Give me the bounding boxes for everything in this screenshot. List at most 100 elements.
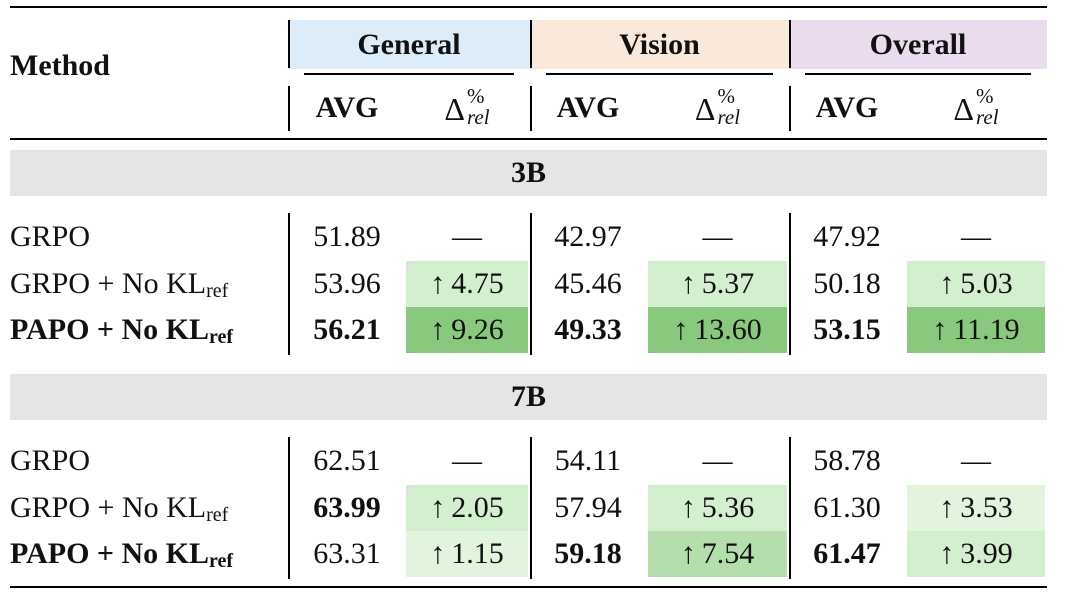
header-rule (10, 138, 1047, 140)
avg-header-general: AVG (315, 91, 379, 124)
delta-value-vision: — (648, 438, 787, 484)
delta-value-overall: ↑ 11.19 (907, 307, 1045, 353)
arrow-up-icon: ↑ (939, 267, 955, 300)
group-label-general: General (357, 27, 461, 61)
header-vrule (789, 86, 791, 131)
delta-subscript: rel (717, 105, 741, 129)
delta-glyph: Δ (953, 91, 974, 127)
avg-value-overall: 58.78 (813, 444, 881, 477)
delta-subscript: rel (976, 105, 999, 129)
avg-value-general: 56.21 (313, 313, 381, 346)
delta-superscript: % (717, 84, 736, 108)
avg-value-vision: 54.11 (554, 444, 622, 477)
header-vrule (530, 20, 532, 68)
avg-value-vision: 59.18 (554, 537, 622, 570)
delta-number: 7.54 (701, 537, 755, 570)
avg-value-overall: 61.30 (813, 491, 881, 524)
delta-value-general: ↑ 1.15 (406, 531, 528, 577)
delta-value-general: ↑ 4.75 (406, 261, 528, 307)
avg-value-vision: 57.94 (554, 491, 622, 524)
delta-value-overall: — (907, 214, 1045, 260)
method-subscript: ref (209, 325, 234, 348)
method-text: GRPO + No KL (10, 267, 207, 300)
arrow-up-icon: ↑ (939, 491, 955, 524)
method-subscript: ref (209, 549, 234, 572)
arrow-up-icon: ↑ (939, 537, 955, 570)
body-vrule (530, 437, 532, 579)
delta-value-general: — (406, 214, 528, 260)
method-subscript: ref (206, 279, 229, 302)
method-header: Method (10, 49, 110, 82)
arrow-up-icon: ↑ (430, 491, 446, 524)
avg-value-general: 63.99 (313, 491, 381, 524)
section-rule (10, 202, 1047, 204)
method-text: PAPO + No KL (10, 313, 210, 346)
header-vrule (288, 86, 290, 131)
delta-rel-symbol: Δ% rel (695, 86, 740, 128)
section-header-7B: 7B (10, 374, 1047, 420)
top-rule (10, 6, 1047, 8)
delta-number: 3.53 (960, 491, 1013, 524)
delta-glyph: Δ (444, 91, 465, 127)
delta-superscript: % (467, 84, 485, 108)
arrow-up-icon: ↑ (680, 537, 696, 570)
avg-value-general: 62.51 (313, 444, 381, 477)
method-name: GRPO + No KL ref (10, 485, 286, 531)
delta-header-general: Δ% rel (404, 82, 530, 132)
no-change-dash: — (961, 220, 991, 253)
delta-number: 1.15 (451, 537, 504, 570)
group-cmidrule-vision (546, 73, 773, 75)
method-name: PAPO + No KL ref (10, 307, 286, 353)
method-name: PAPO + No KL ref (10, 531, 286, 577)
delta-value-overall: — (907, 438, 1045, 484)
delta-value-overall: ↑ 3.53 (907, 485, 1045, 531)
body-vrule (288, 213, 290, 355)
group-label-overall: Overall (869, 27, 967, 61)
delta-value-overall: ↑ 5.03 (907, 261, 1045, 307)
arrow-up-icon: ↑ (680, 491, 696, 524)
delta-number: 2.05 (451, 491, 504, 524)
delta-number: 4.75 (451, 267, 504, 300)
body-vrule (288, 437, 290, 579)
group-header-general (288, 20, 530, 69)
delta-value-vision: — (648, 214, 787, 260)
header-vrule (789, 20, 791, 68)
delta-value-vision: ↑ 5.37 (648, 261, 787, 307)
delta-value-overall: ↑ 3.99 (907, 531, 1045, 577)
delta-number: 11.19 (953, 313, 1020, 346)
delta-header-vision: Δ% rel (646, 82, 789, 132)
group-label-vision: Vision (619, 27, 700, 61)
delta-rel-symbol: Δ% rel (444, 86, 489, 128)
avg-value-general: 51.89 (313, 220, 381, 253)
delta-value-vision: ↑ 7.54 (648, 531, 787, 577)
avg-value-vision: 45.46 (554, 267, 622, 300)
avg-value-general: 63.31 (313, 537, 381, 570)
no-change-dash: — (961, 444, 991, 477)
delta-value-general: — (406, 438, 528, 484)
avg-header-overall: AVG (815, 91, 879, 124)
delta-number: 5.36 (701, 491, 755, 524)
arrow-up-icon: ↑ (680, 267, 696, 300)
arrow-up-icon: ↑ (932, 313, 948, 346)
body-vrule (530, 213, 532, 355)
arrow-up-icon: ↑ (673, 313, 689, 346)
delta-subscript: rel (467, 105, 490, 129)
delta-rel-symbol: Δ% rel (953, 86, 998, 128)
method-text: GRPO (10, 444, 91, 477)
group-header-vision (530, 20, 789, 69)
body-vrule (789, 213, 791, 355)
avg-value-overall: 50.18 (813, 267, 881, 300)
group-cmidrule-general (304, 73, 514, 75)
delta-number: 3.99 (960, 537, 1013, 570)
avg-value-general: 53.96 (313, 267, 381, 300)
arrow-up-icon: ↑ (430, 267, 446, 300)
header-vrule (530, 86, 532, 131)
delta-value-general: ↑ 9.26 (406, 307, 528, 353)
method-name: GRPO + No KL ref (10, 261, 286, 307)
delta-number: 13.60 (694, 313, 762, 346)
avg-header-vision: AVG (556, 91, 620, 124)
delta-value-vision: ↑ 5.36 (648, 485, 787, 531)
delta-header-overall: Δ% rel (905, 82, 1047, 132)
delta-number: 5.03 (960, 267, 1013, 300)
avg-value-overall: 47.92 (813, 220, 881, 253)
